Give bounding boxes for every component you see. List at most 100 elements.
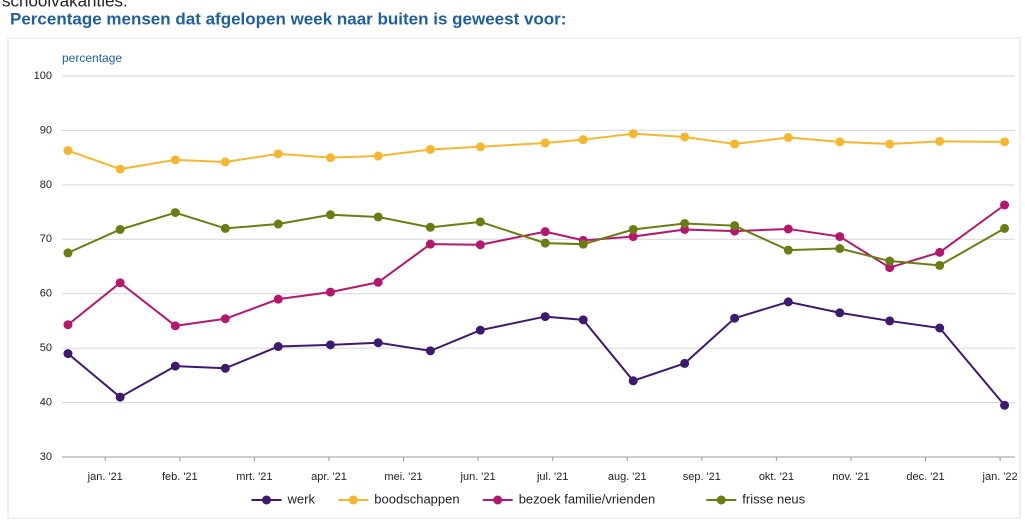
x-tick-label: mei. '21 — [384, 471, 422, 483]
x-tick-label: dec. '21 — [906, 471, 944, 483]
data-point — [835, 244, 845, 254]
x-tick-label: jul. '21 — [536, 471, 568, 483]
data-point — [170, 361, 180, 371]
y-tick-label: 90 — [40, 124, 52, 136]
context-fragment: schoolvakanties. — [2, 0, 128, 10]
x-tick-label: sep. '21 — [683, 471, 721, 483]
x-tick-label: nov. '21 — [832, 471, 869, 483]
data-point — [115, 278, 125, 288]
data-point — [115, 224, 125, 234]
data-point — [425, 222, 435, 232]
y-tick-label: 60 — [40, 288, 52, 300]
y-axis-label: percentage — [62, 51, 122, 65]
chart-title: Percentage mensen dat afgelopen week naa… — [10, 9, 566, 28]
data-point — [425, 144, 435, 154]
y-tick-label: 70 — [40, 233, 52, 245]
data-point — [115, 164, 125, 174]
data-point — [325, 340, 335, 350]
data-point — [680, 358, 690, 368]
legend-marker — [262, 495, 271, 505]
data-point — [220, 314, 230, 324]
y-tick-label: 80 — [40, 179, 52, 191]
x-tick-label: okt. '21 — [759, 471, 794, 483]
data-point — [425, 239, 435, 249]
data-point — [835, 232, 845, 242]
data-point — [373, 151, 383, 161]
data-point — [325, 153, 335, 163]
data-point — [63, 248, 73, 258]
data-point — [885, 256, 895, 266]
data-point — [170, 321, 180, 331]
x-tick-label: aug. '21 — [608, 471, 647, 483]
x-tick-label: mrt. '21 — [236, 471, 272, 483]
data-point — [540, 138, 550, 148]
data-point — [63, 146, 73, 156]
data-point — [935, 247, 945, 257]
data-point — [273, 149, 283, 159]
data-point — [578, 135, 588, 145]
data-point — [475, 240, 485, 250]
data-point — [783, 245, 793, 255]
y-tick-label: 100 — [34, 70, 52, 82]
legend-marker — [716, 495, 726, 505]
data-point — [1000, 137, 1010, 147]
y-tick-label: 50 — [40, 342, 52, 354]
x-tick-label: jan. '21 — [87, 471, 123, 483]
x-tick-label: apr. '21 — [311, 471, 347, 483]
data-point — [540, 238, 550, 248]
data-point — [1000, 223, 1010, 233]
chart-frame — [7, 37, 1021, 519]
data-point — [1000, 400, 1010, 410]
y-tick-label: 30 — [40, 451, 52, 463]
legend-label: bezoek familie/vrienden — [519, 491, 656, 506]
data-point — [885, 139, 895, 149]
data-point — [935, 260, 945, 270]
x-tick-label: feb. '21 — [162, 471, 198, 483]
data-point — [628, 224, 638, 234]
x-tick-label: jan. '22 — [982, 471, 1018, 483]
data-point — [628, 232, 638, 242]
legend-label: frisse neus — [742, 491, 805, 506]
data-point — [783, 224, 793, 234]
y-tick-label: 40 — [40, 396, 52, 408]
data-point — [628, 376, 638, 386]
data-point — [680, 132, 690, 142]
data-point — [835, 308, 845, 318]
data-point — [935, 136, 945, 146]
legend-marker — [348, 495, 358, 505]
data-point — [730, 221, 740, 231]
data-point — [425, 346, 435, 356]
data-point — [730, 139, 740, 149]
data-point — [885, 316, 895, 326]
data-point — [373, 212, 383, 222]
data-point — [220, 223, 230, 233]
x-tick-label: jun. '21 — [460, 471, 496, 483]
data-point — [783, 297, 793, 307]
legend-label: werk — [287, 491, 316, 506]
data-point — [680, 219, 690, 229]
data-point — [273, 342, 283, 352]
data-point — [220, 363, 230, 373]
data-point — [475, 142, 485, 152]
data-point — [325, 210, 335, 220]
data-point — [373, 277, 383, 287]
data-point — [475, 217, 485, 227]
data-point — [170, 155, 180, 165]
data-point — [63, 349, 73, 359]
data-point — [730, 313, 740, 323]
data-point — [885, 263, 895, 273]
legend-marker — [493, 495, 503, 505]
data-point — [63, 320, 73, 330]
legend-label: boodschappen — [374, 491, 459, 506]
data-point — [170, 208, 180, 218]
data-point — [325, 287, 335, 297]
data-point — [835, 137, 845, 147]
data-point — [273, 219, 283, 229]
data-point — [935, 323, 945, 333]
data-point — [1000, 200, 1010, 210]
data-point — [578, 239, 588, 249]
data-point — [540, 312, 550, 322]
data-point — [273, 294, 283, 304]
